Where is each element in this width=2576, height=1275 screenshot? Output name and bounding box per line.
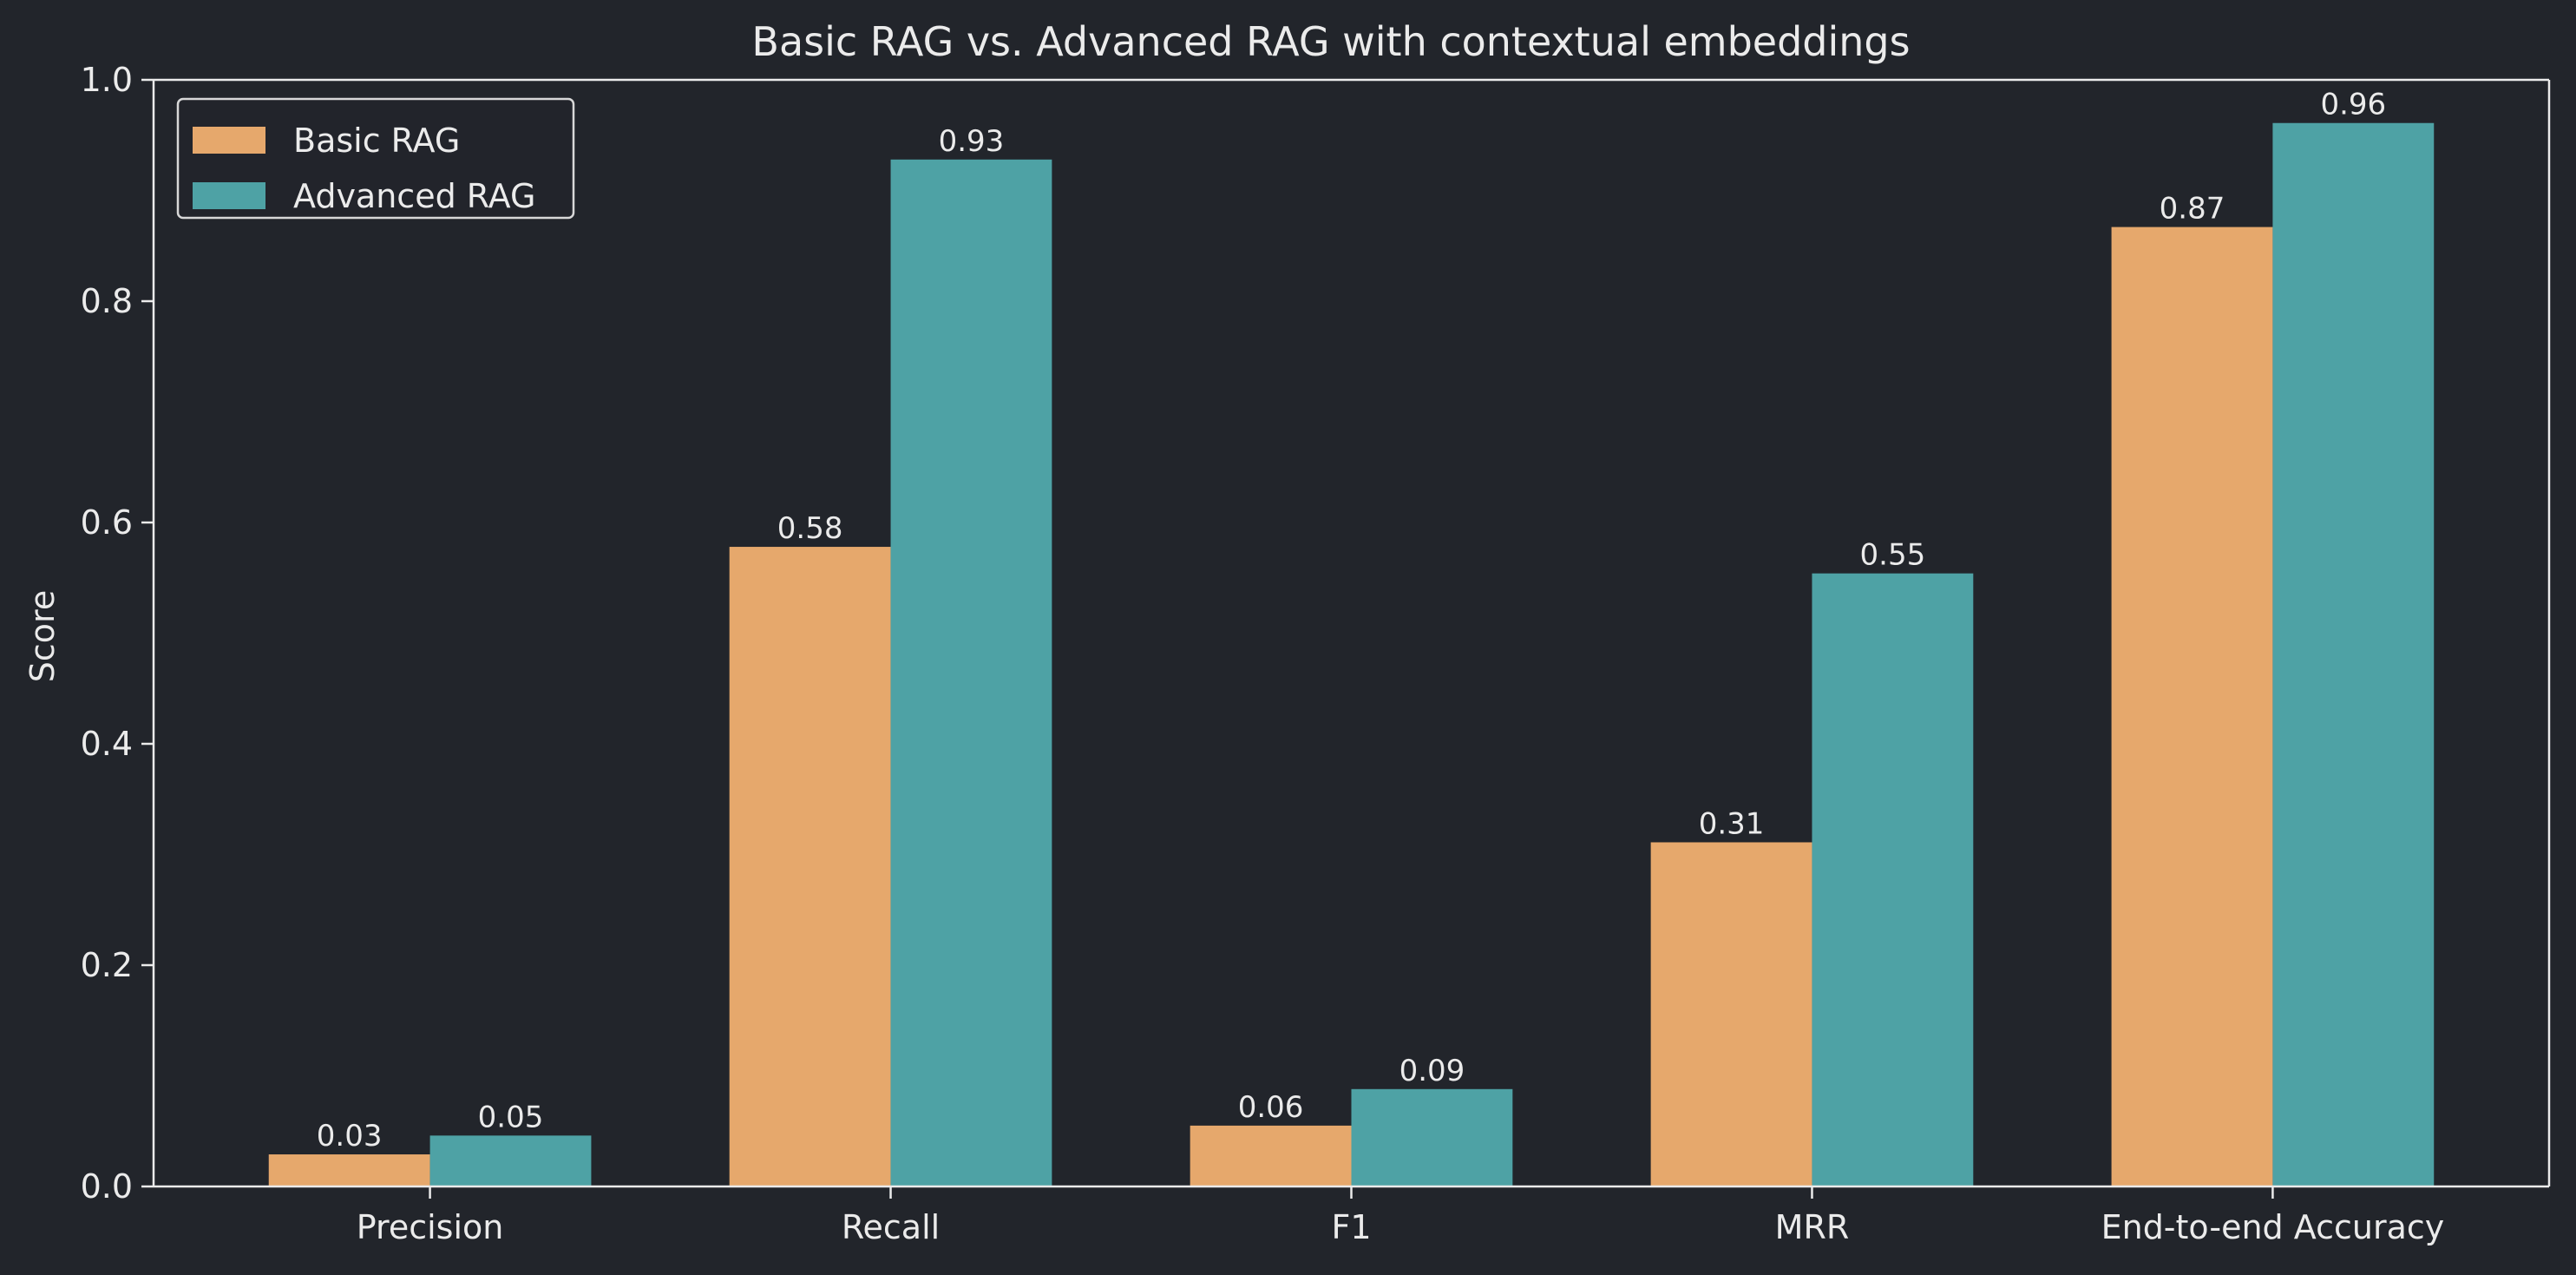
bar-value-label: 0.58: [777, 511, 843, 546]
legend-swatch-basic-rag: [193, 127, 265, 154]
x-tick-label: F1: [1331, 1208, 1371, 1246]
bar-basic-rag-end-to-end-accuracy: [2111, 227, 2273, 1187]
bar-value-label: 0.93: [939, 124, 1005, 159]
bar-value-label: 0.31: [1699, 806, 1765, 841]
y-tick-label: 0.6: [81, 503, 133, 542]
data-labels-group: 0.03 0.58 0.06 0.31 0.87 0.05 0.93 0.09 0.55 0.96: [317, 88, 2386, 1153]
bar-value-label: 0.55: [1860, 538, 1926, 573]
y-tick-label: 0.0: [81, 1167, 133, 1206]
bar-advanced-rag-recall: [890, 159, 1052, 1186]
bar-value-label: 0.09: [1399, 1054, 1465, 1088]
bar-value-label: 0.96: [2320, 88, 2386, 122]
bar-basic-rag-mrr: [1650, 842, 1812, 1186]
bar-basic-rag-recall: [729, 547, 891, 1186]
y-axis-label: Score: [23, 590, 62, 682]
x-tick-label: MRR: [1775, 1208, 1850, 1246]
legend-swatch-advanced-rag: [193, 182, 265, 209]
legend-box: [176, 97, 575, 220]
bar-advanced-rag-precision: [429, 1135, 592, 1186]
y-tick-label: 1.0: [81, 61, 133, 99]
y-tick-label: 0.4: [81, 725, 133, 763]
bar-basic-rag-f1: [1190, 1125, 1352, 1187]
bar-advanced-rag-f1: [1351, 1088, 1513, 1186]
bar-advanced-rag-mrr: [1812, 573, 1974, 1186]
bar-advanced-rag-end-to-end-accuracy: [2272, 122, 2435, 1187]
axes-group: 0.0 0.2 0.4 0.6 0.8 1.0 Precision Recall F1 MRR En…: [81, 61, 2551, 1246]
legend-label: Advanced RAG: [293, 177, 535, 215]
x-tick-label: Recall: [842, 1208, 940, 1246]
bar-basic-rag-precision: [268, 1154, 430, 1186]
chart-title: Basic RAG vs. Advanced RAG with contextu…: [751, 18, 1910, 65]
y-tick-label: 0.2: [81, 946, 133, 984]
y-tick-label: 0.8: [81, 282, 133, 320]
bars-group: [268, 122, 2435, 1187]
legend: Basic RAG Advanced RAG: [176, 97, 575, 220]
bar-value-label: 0.03: [317, 1119, 383, 1153]
x-tick-label: End-to-end Accuracy: [2101, 1208, 2445, 1246]
x-tick-label: Precision: [357, 1208, 504, 1246]
legend-label: Basic RAG: [293, 122, 460, 160]
bar-value-label: 0.05: [478, 1100, 544, 1134]
bar-value-label: 0.87: [2160, 192, 2225, 227]
bar-value-label: 0.06: [1238, 1090, 1304, 1125]
